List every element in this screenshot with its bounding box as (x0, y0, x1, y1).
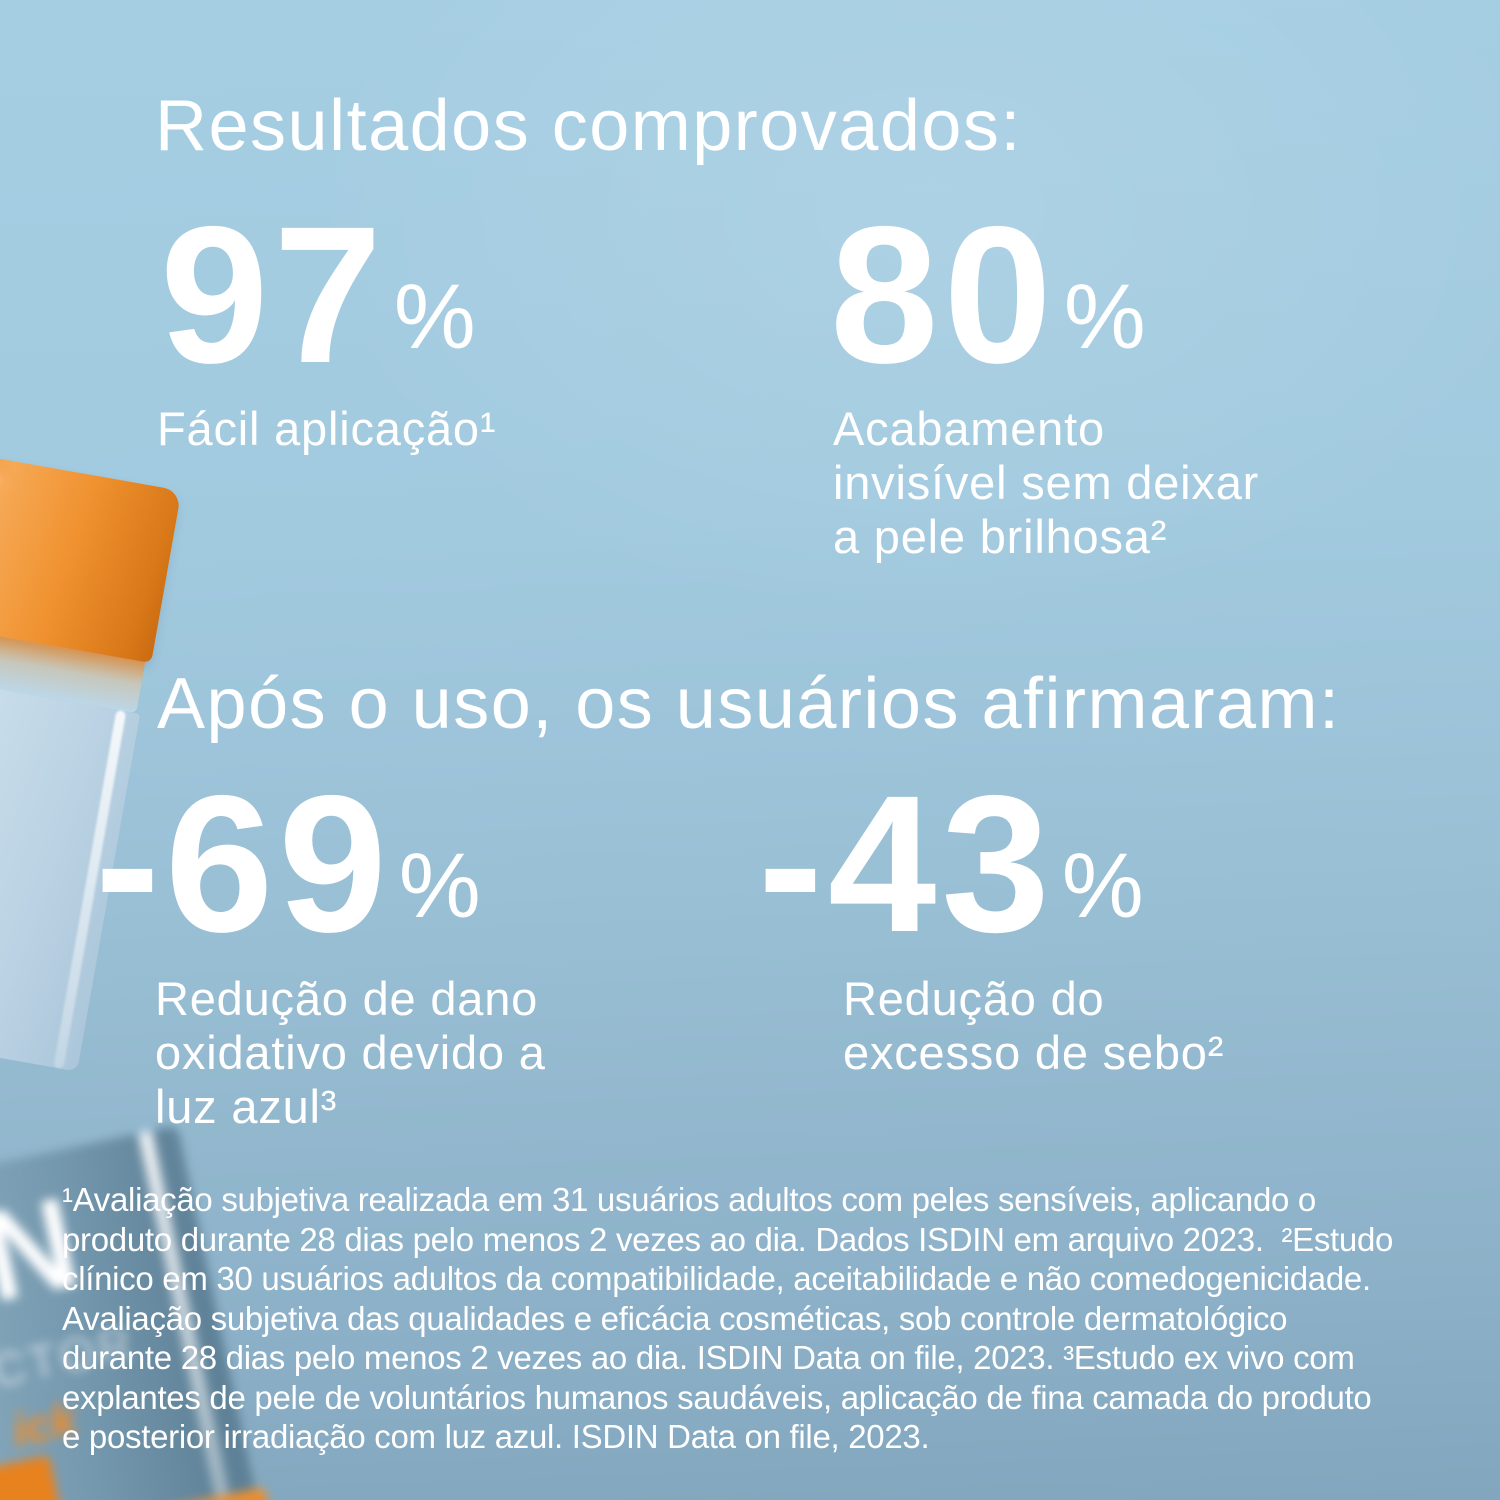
stat-minus-69-percent-sign: % (398, 835, 481, 937)
stat-97-value: 97% (160, 198, 476, 393)
stat-minus-43-value: -43% (758, 767, 1144, 962)
footnote-line-5: durante 28 dias pelo menos 2 vezes ao di… (62, 1339, 1355, 1376)
stat-80-percent-sign: % (1063, 266, 1146, 368)
stat-minus-43-number: -43 (758, 755, 1055, 973)
stat-80-label: Acabamento invisível sem deixar a pele b… (833, 402, 1260, 563)
stat-minus-69-label: Redução de dano oxidativo devido a luz a… (155, 972, 546, 1133)
footnote-line-6: explantes de pele de voluntários humanos… (62, 1378, 1372, 1416)
footnote-line-1: ¹Avaliação subjetiva realizada em 31 usu… (62, 1181, 1316, 1218)
stat-80-value: 80% (830, 198, 1146, 393)
footnote-line-3: clínico em 30 usuários adultos da compat… (62, 1260, 1371, 1297)
stat-97-number: 97 (160, 186, 387, 404)
section-title-proven-results: Resultados comprovados: (155, 86, 1022, 166)
stat-minus-69-number: -69 (95, 755, 392, 973)
footnote-line-2: produto durante 28 dias pelo menos 2 vez… (62, 1220, 1394, 1258)
stat-minus-43-percent-sign: % (1061, 835, 1144, 937)
stat-minus-69-value: -69% (95, 767, 481, 962)
footnote-block: ¹Avaliação subjetiva realizada em 31 usu… (62, 1180, 1393, 1457)
stat-97-percent-sign: % (393, 266, 476, 368)
stat-80-number: 80 (830, 186, 1057, 404)
footnote-line-4: Avaliação subjetiva das qualidades e efi… (62, 1299, 1288, 1337)
stat-minus-43-label: Redução do excesso de sebo² (843, 972, 1225, 1079)
section-title-after-use: Após o uso, os usuários afirmaram: (157, 664, 1341, 744)
footnote-line-7: e posterior irradiação com luz azul. ISD… (62, 1418, 930, 1455)
stat-97-label: Fácil aplicação¹ (157, 402, 497, 455)
product-cap (0, 433, 182, 664)
